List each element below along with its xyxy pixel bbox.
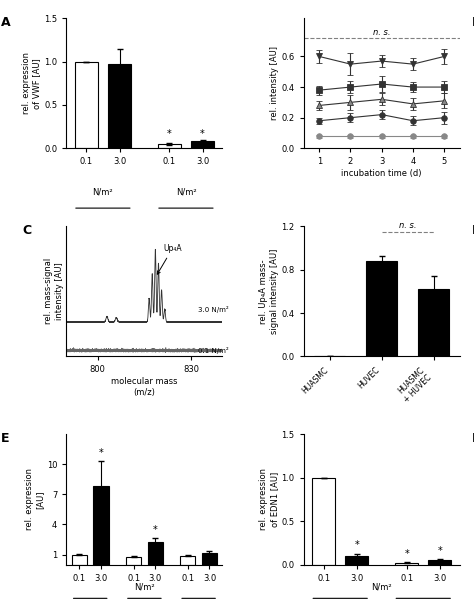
Text: N/m²: N/m² (372, 583, 392, 592)
Text: n. s.: n. s. (373, 27, 391, 36)
Bar (312, 478, 335, 565)
Y-axis label: rel. expression
of VWF [AU]: rel. expression of VWF [AU] (22, 52, 41, 114)
Text: Up₄A: Up₄A (157, 244, 182, 274)
Text: HUASMC: HUASMC (168, 226, 204, 236)
Text: 3.0 N/m²: 3.0 N/m² (198, 306, 228, 313)
Text: *: * (438, 546, 442, 555)
X-axis label: incubation time (d): incubation time (d) (341, 169, 422, 178)
Bar (345, 556, 368, 565)
Bar (158, 144, 181, 148)
Y-axis label: rel. intensity [AU]: rel. intensity [AU] (270, 46, 279, 120)
Bar (202, 553, 217, 565)
Text: *: * (167, 129, 172, 139)
Bar (191, 141, 214, 148)
Text: N/m²: N/m² (134, 583, 155, 592)
Text: HUVEC: HUVEC (88, 226, 118, 236)
Text: C: C (23, 224, 32, 237)
Bar (108, 64, 131, 148)
Y-axis label: rel. expression
of EDN1 [AU]: rel. expression of EDN1 [AU] (259, 469, 279, 531)
Bar (126, 557, 141, 565)
Bar (366, 261, 397, 356)
Bar (75, 61, 98, 148)
Text: *: * (99, 449, 103, 458)
Bar (93, 486, 109, 565)
Text: N/m²: N/m² (176, 188, 196, 196)
Text: n. s.: n. s. (399, 220, 417, 229)
Bar (180, 555, 195, 565)
Text: N/m²: N/m² (92, 188, 113, 196)
Bar (395, 563, 418, 565)
Bar (148, 543, 163, 565)
Text: B: B (472, 16, 474, 29)
X-axis label: molecular mass
(m/z): molecular mass (m/z) (111, 377, 178, 396)
Y-axis label: rel. expression
[AU]: rel. expression [AU] (25, 469, 44, 531)
Text: E: E (1, 432, 9, 445)
Text: *: * (153, 526, 158, 535)
Text: F: F (472, 432, 474, 445)
Text: D: D (472, 224, 474, 237)
Text: *: * (200, 129, 205, 139)
Text: 0.1 N/m²: 0.1 N/m² (198, 347, 228, 354)
Bar (418, 289, 449, 356)
Y-axis label: rel. Up₄A mass-
signal intensity [AU]: rel. Up₄A mass- signal intensity [AU] (259, 249, 279, 334)
Text: *: * (404, 549, 409, 559)
Text: *: * (355, 540, 359, 550)
Bar (72, 555, 87, 565)
Text: A: A (1, 16, 10, 29)
Bar (428, 560, 451, 565)
Y-axis label: rel. mass-signal
intensity [AU]: rel. mass-signal intensity [AU] (44, 258, 64, 325)
